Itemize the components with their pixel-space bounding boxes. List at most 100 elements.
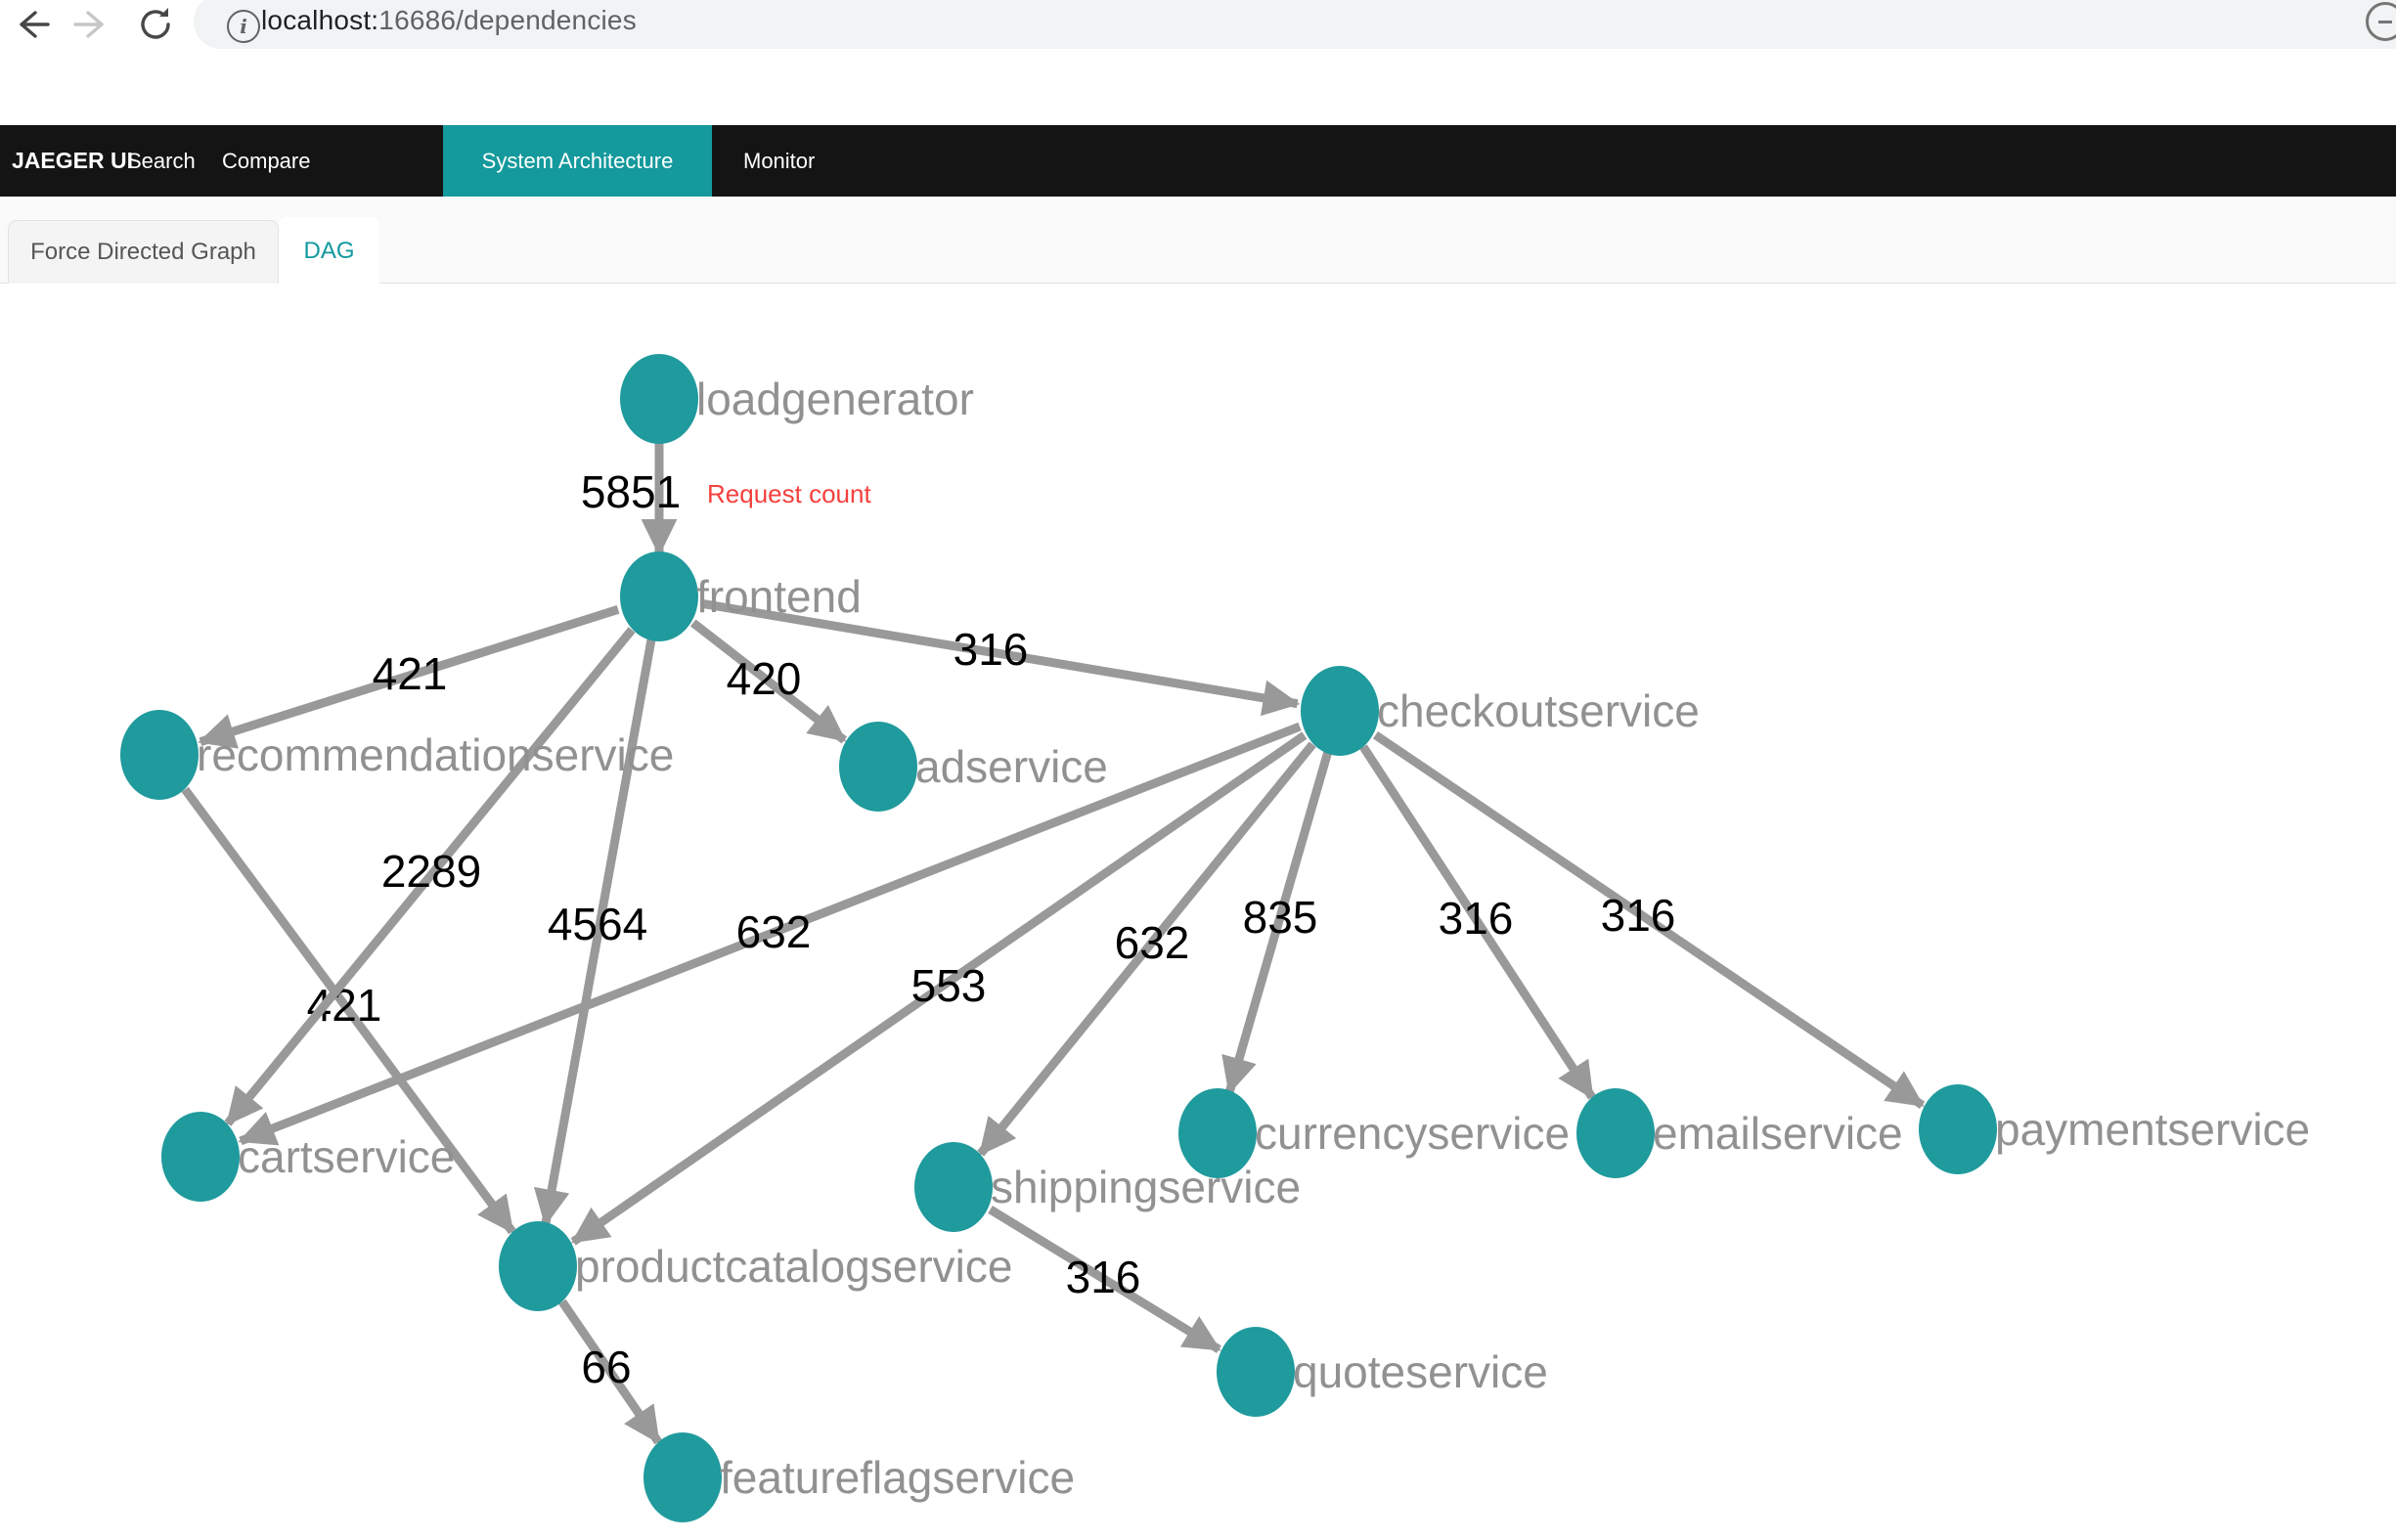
forward-arrow-icon (73, 11, 104, 38)
edge-count-label: 316 (954, 624, 1029, 675)
edge-checkoutservice-productcatalogservice: 553 (570, 731, 1308, 1246)
service-node-label: loadgenerator (696, 374, 974, 424)
edge-line (1372, 730, 1926, 1110)
node-featureflagservice: featureflagservice (643, 1432, 1075, 1522)
service-node-circle[interactable] (914, 1142, 993, 1232)
edge-checkoutservice-emailservice: 316 (1359, 744, 1596, 1100)
service-node-label: shippingservice (991, 1162, 1301, 1212)
url-text: localhost:16686/dependencies (261, 5, 637, 36)
service-node-circle[interactable] (1178, 1088, 1257, 1178)
service-node-label: recommendationservice (197, 729, 674, 780)
edge-count-label: 316 (1439, 893, 1514, 944)
node-checkoutservice: checkoutservice (1301, 666, 1700, 756)
edge-line (570, 731, 1308, 1246)
request-count-note: Request count (707, 479, 871, 508)
edge-line (1221, 751, 1333, 1095)
service-node-circle[interactable] (839, 722, 917, 812)
edge-line (988, 1206, 1221, 1353)
node-cartservice: cartservice (161, 1112, 455, 1202)
edge-line (533, 638, 656, 1227)
reload-icon (141, 8, 170, 39)
service-node-circle[interactable] (161, 1112, 240, 1202)
tab-force-directed-graph[interactable]: Force Directed Graph (8, 220, 279, 284)
edge-frontend-checkoutservice: 316 (700, 598, 1301, 717)
edge-count-label: 835 (1243, 892, 1318, 943)
node-productcatalogservice: productcatalogservice (499, 1221, 1012, 1311)
architecture-tabbar: Force Directed Graph DAG (0, 197, 2396, 286)
edge-line (1359, 744, 1596, 1100)
nav-item-monitor[interactable]: Monitor (743, 148, 816, 173)
service-node-label: adservice (915, 741, 1108, 792)
page-info-icon[interactable]: i (227, 10, 260, 43)
browser-zoom-icon[interactable] (2366, 2, 2396, 41)
edge-count-label: 420 (727, 653, 802, 704)
edge-line (689, 619, 848, 744)
dag-canvas[interactable]: 421 5851 421 420 316 2289 4564 632 553 632 835 316 3… (0, 284, 2396, 1535)
edge-frontend-adservice: 420 (689, 619, 848, 744)
url-bar[interactable]: i localhost:16686/dependencies (194, 0, 2396, 49)
edge-count-label: 421 (373, 648, 448, 699)
service-node-circle[interactable] (1919, 1084, 1997, 1174)
edge-frontend-recommendationservice: 421 (198, 605, 620, 749)
node-loadgenerator: loadgenerator (620, 354, 974, 444)
jaeger-top-nav: JAEGER UI Search Compare System Architec… (0, 125, 2396, 197)
edge-line (558, 1298, 662, 1445)
node-recommendationservice: recommendationservice (120, 710, 674, 800)
nav-item-system-architecture[interactable]: System Architecture (443, 125, 712, 197)
node-emailservice: emailservice (1576, 1088, 1903, 1178)
edge-line (181, 786, 516, 1235)
edge-count-label: 316 (1066, 1252, 1141, 1302)
node-currencyservice: currencyservice (1178, 1088, 1570, 1178)
service-node-circle[interactable] (620, 551, 698, 641)
jaeger-logo[interactable]: JAEGER UI (12, 148, 133, 173)
service-node-label: checkoutservice (1377, 685, 1700, 736)
reload-button[interactable] (133, 2, 178, 47)
back-button[interactable] (8, 2, 53, 47)
edge-count-label: 66 (581, 1342, 631, 1392)
service-node-circle[interactable] (1301, 666, 1379, 756)
edge-count-label: 316 (1601, 890, 1676, 941)
edge-count-label: 632 (736, 906, 812, 957)
tab-dag[interactable]: DAG (279, 217, 379, 286)
service-node-label: featureflagservice (720, 1452, 1075, 1503)
service-node-label: frontend (696, 571, 862, 622)
edge-recommendationservice-productcatalogservice: 421 (181, 786, 516, 1235)
url-domain: localhost: (261, 5, 379, 35)
edge-count-label: 4564 (548, 899, 647, 949)
service-node-circle[interactable] (1576, 1088, 1655, 1178)
dag-svg: 421 5851 421 420 316 2289 4564 632 553 632 835 316 3… (120, 354, 2310, 1522)
edge-count-label: 2289 (381, 846, 481, 897)
service-node-circle[interactable] (643, 1432, 722, 1522)
nav-item-compare[interactable]: Compare (222, 148, 311, 173)
edge-line (198, 605, 620, 749)
browser-chrome: i localhost:16686/dependencies (0, 0, 2396, 125)
node-paymentservice: paymentservice (1919, 1084, 2310, 1174)
service-node-label: quoteservice (1293, 1346, 1548, 1397)
service-node-label: paymentservice (1995, 1104, 2310, 1155)
service-node-circle[interactable] (620, 354, 698, 444)
edge-frontend-cartservice: 2289 (224, 627, 636, 1126)
edge-loadgenerator-frontend: 5851 (581, 442, 681, 556)
service-node-label: emailservice (1653, 1108, 1903, 1159)
back-arrow-icon (20, 11, 50, 38)
service-node-circle[interactable] (1217, 1327, 1295, 1417)
edge-line (977, 741, 1316, 1157)
edge-count-label: 5851 (581, 466, 681, 517)
service-node-circle[interactable] (120, 710, 199, 800)
edge-line (224, 627, 636, 1126)
info-glyph: i (240, 15, 247, 38)
edge-checkoutservice-paymentservice: 316 (1372, 730, 1926, 1110)
edge-checkoutservice-currencyservice: 835 (1221, 751, 1333, 1095)
service-node-circle[interactable] (499, 1221, 577, 1311)
node-adservice: adservice (839, 722, 1108, 812)
url-path: 16686/dependencies (378, 5, 637, 35)
nav-item-search[interactable]: Search (127, 148, 196, 173)
edge-count-label: 632 (1115, 917, 1190, 968)
edge-frontend-productcatalogservice: 4564 (533, 638, 656, 1227)
edge-count-label: 553 (911, 960, 987, 1011)
service-node-label: currencyservice (1255, 1108, 1570, 1159)
edge-checkoutservice-cartservice: 632 (238, 722, 1302, 1146)
edge-line (700, 598, 1301, 717)
forward-button[interactable] (70, 2, 115, 47)
service-node-label: cartservice (238, 1131, 455, 1182)
